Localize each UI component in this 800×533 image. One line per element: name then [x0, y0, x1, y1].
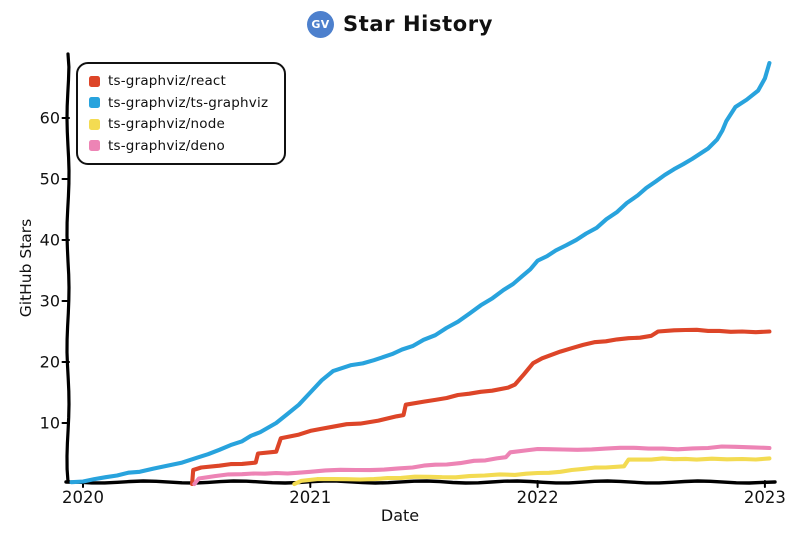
- legend-label: ts-graphviz/react: [108, 73, 227, 90]
- tick-marks: [61, 117, 766, 488]
- legend-label: ts-graphviz/node: [108, 116, 225, 133]
- x-axis: [64, 479, 777, 485]
- legend-item: ts-graphviz/ts-graphviz: [89, 94, 268, 113]
- series-line-ts-graphviz-ts-graphviz: [69, 61, 772, 485]
- logo-text: GV: [311, 17, 330, 31]
- tick-labels: 10 20 30 40 50 60 2020 2021 2022 2023: [40, 109, 786, 508]
- x-tick-label: 2020: [62, 488, 104, 507]
- legend-swatch-icon: [89, 140, 100, 152]
- x-tick-label: 2023: [744, 488, 786, 507]
- legend: ts-graphviz/react ts-graphviz/ts-graphviz…: [76, 62, 287, 165]
- legend-item: ts-graphviz/react: [89, 72, 268, 91]
- y-tick-label: 50: [40, 170, 60, 189]
- legend-label: ts-graphviz/deno: [108, 137, 225, 154]
- legend-swatch-icon: [89, 118, 100, 130]
- legend-label: ts-graphviz/ts-graphviz: [108, 94, 269, 111]
- x-tick-label: 2022: [517, 488, 559, 507]
- y-tick-label: 40: [40, 231, 60, 250]
- series-line-ts-graphviz-deno: [192, 444, 772, 487]
- star-history-logo-icon: GV: [307, 10, 334, 38]
- series-lines: [69, 61, 772, 487]
- legend-item: ts-graphviz/node: [89, 115, 268, 134]
- legend-swatch-icon: [89, 75, 100, 87]
- y-axis-label: GitHub Stars: [17, 219, 35, 318]
- chart-header: GV Star History: [0, 8, 800, 40]
- series-line-ts-graphviz-react: [190, 327, 772, 487]
- y-tick-label: 20: [40, 353, 60, 372]
- y-tick-label: 30: [40, 292, 60, 311]
- page-title: Star History: [343, 12, 493, 36]
- x-axis-label: Date: [381, 506, 419, 525]
- x-tick-label: 2021: [289, 488, 331, 507]
- y-tick-label: 60: [40, 109, 60, 128]
- y-axis: [65, 52, 71, 484]
- axes: [64, 52, 777, 485]
- y-tick-label: 10: [40, 414, 60, 433]
- legend-swatch-icon: [89, 97, 100, 109]
- legend-item: ts-graphviz/deno: [89, 137, 268, 156]
- series-line-ts-graphviz-node: [292, 456, 772, 487]
